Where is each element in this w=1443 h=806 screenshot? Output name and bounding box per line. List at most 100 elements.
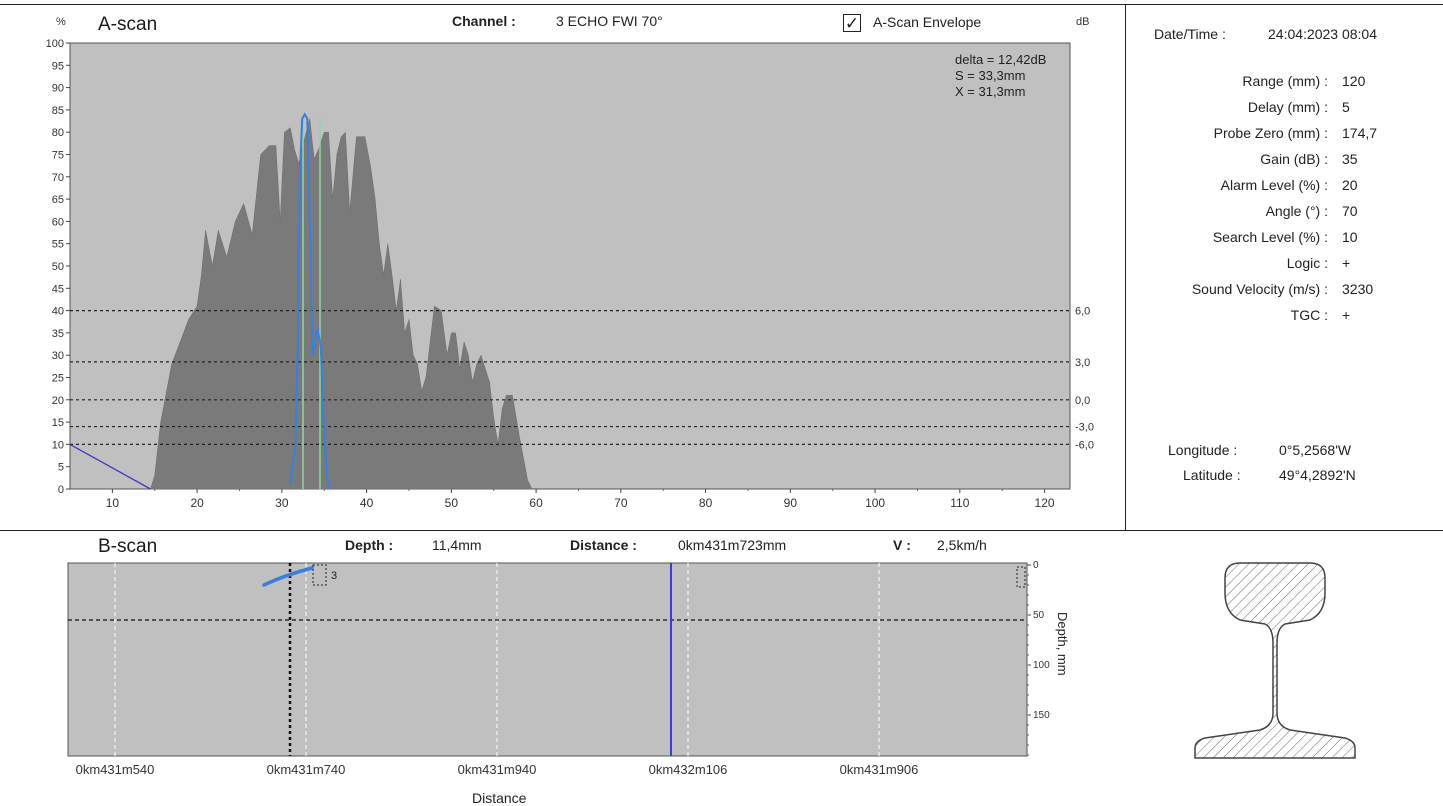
speed-label: V : xyxy=(893,537,911,553)
y-tick-label: 50 xyxy=(52,261,64,273)
db-line-label: 0,0 xyxy=(1075,395,1090,407)
x-tick-label: 80 xyxy=(699,496,713,510)
param-value: + xyxy=(1342,255,1351,271)
baseline-signal-line xyxy=(69,443,151,490)
param-value: 10 xyxy=(1342,229,1358,245)
param-label: Angle (°) : xyxy=(1265,203,1328,219)
param-value: 120 xyxy=(1342,73,1366,89)
param-label: Gain (dB) : xyxy=(1260,151,1328,167)
y-tick-label: 15 xyxy=(52,417,64,429)
bscan-plot-area xyxy=(67,562,1028,757)
horizontal-divider xyxy=(0,530,1443,531)
param-value: 5 xyxy=(1342,99,1350,115)
channel-label: Channel : xyxy=(452,13,516,29)
speed-value: 2,5km/h xyxy=(937,537,987,553)
datetime-label: Date/Time : xyxy=(1154,26,1226,42)
channel-marker-box xyxy=(312,564,327,586)
rail-profile-diagram xyxy=(1194,562,1356,759)
rail-shape xyxy=(1194,562,1356,759)
y-tick-label: 25 xyxy=(52,373,64,385)
envelope-checkbox[interactable]: ✓ xyxy=(843,14,861,33)
depth-label: Depth : xyxy=(345,537,394,553)
x-readout: X = 31,3mm xyxy=(955,84,1026,99)
distance-tick-label: 0km431m540 xyxy=(76,762,155,777)
y-tick-label: 60 xyxy=(52,216,64,228)
latitude-label: Latitude : xyxy=(1183,467,1241,483)
channel-value: 3 ECHO FWI 70° xyxy=(556,13,663,29)
measurement-readout: delta = 12,42dB S = 33,3mm X = 31,3mm xyxy=(955,52,1046,100)
param-value: 35 xyxy=(1342,151,1358,167)
edge-marker-box xyxy=(1016,566,1026,588)
param-value: 3230 xyxy=(1342,281,1374,297)
echo-trace xyxy=(262,566,314,587)
x-tick-label: 100 xyxy=(865,496,885,510)
top-border xyxy=(0,4,1443,5)
envelope-area xyxy=(150,118,533,490)
y-tick-label: 35 xyxy=(52,328,64,340)
distance-tick-label: 0km431m940 xyxy=(458,762,537,777)
x-tick-label: 60 xyxy=(529,496,543,510)
x-tick-label: 20 xyxy=(190,496,204,510)
y-tick-label: 95 xyxy=(52,60,64,72)
param-label: Delay (mm) : xyxy=(1247,99,1328,115)
bscan-chart: 0km431m540 0km431m740 0km431m940 0km432m106… xyxy=(67,560,1050,777)
channel-marker-label: 3 xyxy=(331,570,337,582)
depth-tick-label: 0 xyxy=(1033,560,1039,571)
param-value: 20 xyxy=(1342,177,1358,193)
x-tick-label: 30 xyxy=(275,496,289,510)
y-tick-label: 5 xyxy=(58,462,64,474)
x-tick-label: 70 xyxy=(614,496,628,510)
y-tick-label: 75 xyxy=(52,150,64,162)
y-tick-label: 55 xyxy=(52,239,64,251)
depth-tick-label: 50 xyxy=(1033,610,1045,621)
param-label: Probe Zero (mm) : xyxy=(1213,125,1328,141)
y-tick-label: 65 xyxy=(52,194,64,206)
latitude-value: 49°4,2892'N xyxy=(1279,467,1356,483)
x-tick-label: 120 xyxy=(1035,496,1055,510)
param-label: Logic : xyxy=(1286,255,1328,271)
param-value: 70 xyxy=(1342,203,1358,219)
y-tick-label: 0 xyxy=(58,484,64,496)
x-tick-label: 10 xyxy=(106,496,120,510)
ascan-chart: 1009590858075706560555045403530252015105… xyxy=(46,38,1094,510)
y-tick-label: 70 xyxy=(52,172,64,184)
param-value: + xyxy=(1342,307,1351,323)
y-tick-label: 80 xyxy=(52,127,64,139)
x-tick-label: 90 xyxy=(784,496,798,510)
ascan-y-unit: % xyxy=(56,16,66,28)
db-line-label: -6,0 xyxy=(1075,439,1094,451)
y-tick-label: 10 xyxy=(52,439,64,451)
delta-readout: delta = 12,42dB xyxy=(955,52,1047,67)
param-label: Range (mm) : xyxy=(1242,73,1328,89)
bscan-title: B-scan xyxy=(98,536,158,557)
y-tick-label: 85 xyxy=(52,105,64,117)
distance-tick-label: 0km432m106 xyxy=(649,762,728,777)
depth-tick-label: 100 xyxy=(1033,660,1050,671)
y-tick-label: 90 xyxy=(52,83,64,95)
y-tick-label: 100 xyxy=(46,38,64,50)
x-tick-label: 50 xyxy=(445,496,459,510)
param-label: Alarm Level (%) : xyxy=(1220,177,1328,193)
distance-value: 0km431m723mm xyxy=(678,537,787,553)
param-label: Search Level (%) : xyxy=(1212,229,1328,245)
db-line-label: 3,0 xyxy=(1075,357,1090,369)
y-tick-label: 30 xyxy=(52,350,64,362)
datetime-value: 24:04:2023 08:04 xyxy=(1268,26,1377,42)
depth-tick-label: 150 xyxy=(1033,710,1050,721)
param-label: Sound Velocity (m/s) : xyxy=(1191,281,1328,297)
db-line-label: -3,0 xyxy=(1075,422,1094,434)
db-line-label: 6,0 xyxy=(1075,306,1090,318)
distance-tick-label: 0km431m906 xyxy=(840,762,919,777)
vertical-divider xyxy=(1125,4,1126,531)
x-tick-label: 110 xyxy=(950,496,969,510)
param-value: 174,7 xyxy=(1342,125,1378,141)
bscan-depth-axis-title: Depth, mm xyxy=(1055,612,1070,676)
envelope-label[interactable]: A-Scan Envelope xyxy=(873,14,982,30)
y-tick-label: 20 xyxy=(52,395,64,407)
bscan-x-axis-title: Distance xyxy=(472,790,527,806)
s-readout: S = 33,3mm xyxy=(955,68,1026,83)
db-unit: dB xyxy=(1076,16,1090,28)
y-tick-label: 40 xyxy=(52,306,64,318)
param-label: TGC : xyxy=(1290,307,1328,323)
